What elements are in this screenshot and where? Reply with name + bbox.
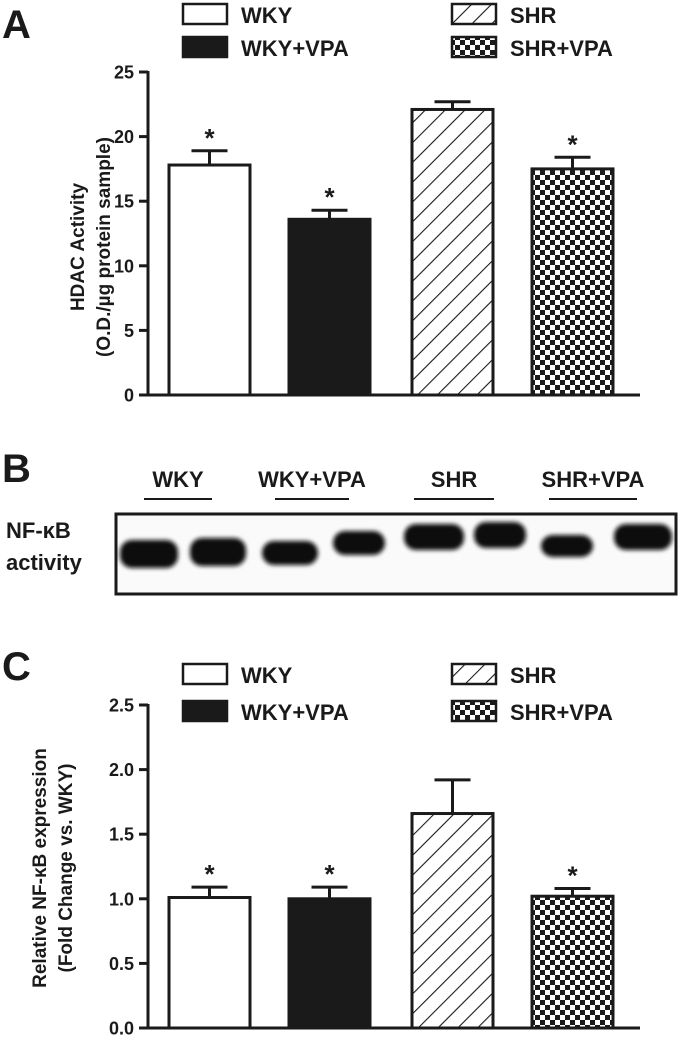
bar-shr (410, 107, 495, 397)
panel-letter-b: B (2, 447, 31, 491)
significance-marker: * (567, 129, 578, 159)
panel-a: A WKY WKY+VPA SHR SHR+VPA 0 5 10 15 20 25 * * * HD… (2, 2, 640, 406)
blot-band (614, 524, 672, 550)
y-tick-label: 1.0 (109, 889, 134, 909)
panel-b: B NF-κB activity WKY WKY+VPA SHR SHR+VPA (2, 447, 678, 596)
blot-band (190, 538, 246, 566)
legend-swatch (181, 2, 229, 26)
y-tick-label: 2.0 (109, 760, 134, 780)
y-tick-label: 0 (124, 386, 134, 406)
y-axis-label-a-line2: (O.D./µg protein sample) (94, 137, 115, 357)
blot-band (333, 531, 385, 555)
legend-label: SHR (510, 3, 557, 28)
bar-wky-vpa (287, 897, 372, 1030)
bar-wky-vpa (287, 217, 372, 397)
legend-label: WKY (241, 663, 293, 688)
legend-label: WKY (241, 3, 293, 28)
y-axis-label-a-line1: HDAC Activity (68, 183, 89, 312)
legend-swatch (450, 699, 498, 723)
panel-c: C WKY WKY+VPA SHR SHR+VPA 0.0 0.5 1.0 1.5 2.0 2.… (2, 645, 640, 1039)
legend-label: SHR+VPA (510, 36, 613, 61)
significance-marker: * (324, 182, 335, 212)
legend-swatch (450, 2, 498, 26)
lane-label: SHR (431, 467, 478, 492)
legend-swatch (450, 35, 498, 59)
blot-band (120, 540, 178, 568)
y-tick-label: 25 (114, 63, 134, 83)
y-tick-label: 0.5 (109, 954, 134, 974)
legend-label: SHR+VPA (510, 700, 613, 725)
legend-swatch (181, 699, 229, 723)
bar-wky (167, 896, 252, 1030)
legend-label: SHR (510, 663, 557, 688)
bar-shr-vpa (530, 167, 615, 397)
y-axis-label-c-line2: (Fold Change vs. WKY) (56, 764, 77, 973)
lane-labels: WKY WKY+VPA SHR SHR+VPA (144, 467, 645, 500)
y-tick-label: 10 (114, 256, 134, 276)
blot-band (541, 535, 593, 557)
panel-letter-a: A (2, 3, 31, 47)
y-tick-label: 20 (114, 127, 134, 147)
panel-letter-c: C (2, 645, 31, 689)
blot-band (474, 522, 526, 548)
legend-a: WKY WKY+VPA SHR SHR+VPA (181, 2, 613, 61)
lane-label: WKY (152, 467, 204, 492)
bar-shr (410, 812, 495, 1030)
bars-a: * * * (167, 100, 615, 397)
blot-band (262, 541, 318, 565)
legend-swatch (181, 35, 229, 59)
bar-shr-vpa (530, 894, 615, 1030)
blot-row-label-line1: NF-κB (6, 518, 71, 543)
legend-swatch (181, 662, 229, 686)
blot-row-label-line2: activity (6, 550, 83, 575)
y-axis-label-c-line1: Relative NF-κB expression (30, 748, 51, 988)
legend-label: WKY+VPA (241, 36, 349, 61)
significance-marker: * (204, 859, 215, 889)
legend-label: WKY+VPA (241, 700, 349, 725)
significance-marker: * (567, 860, 578, 890)
bars-c: * * * (167, 778, 615, 1030)
significance-marker: * (204, 123, 215, 153)
y-tick-label: 5 (124, 321, 134, 341)
blot-bands (120, 522, 672, 568)
legend-swatch (450, 662, 498, 686)
significance-marker: * (324, 859, 335, 889)
legend-c: WKY WKY+VPA SHR SHR+VPA (181, 662, 613, 725)
y-tick-label: 2.5 (109, 696, 134, 716)
blot-band (404, 524, 464, 550)
bar-wky (167, 163, 252, 397)
y-tick-label: 1.5 (109, 825, 134, 845)
lane-label: WKY+VPA (258, 467, 366, 492)
y-tick-label: 0.0 (109, 1019, 134, 1039)
lane-label: SHR+VPA (542, 467, 645, 492)
y-tick-label: 15 (114, 192, 134, 212)
